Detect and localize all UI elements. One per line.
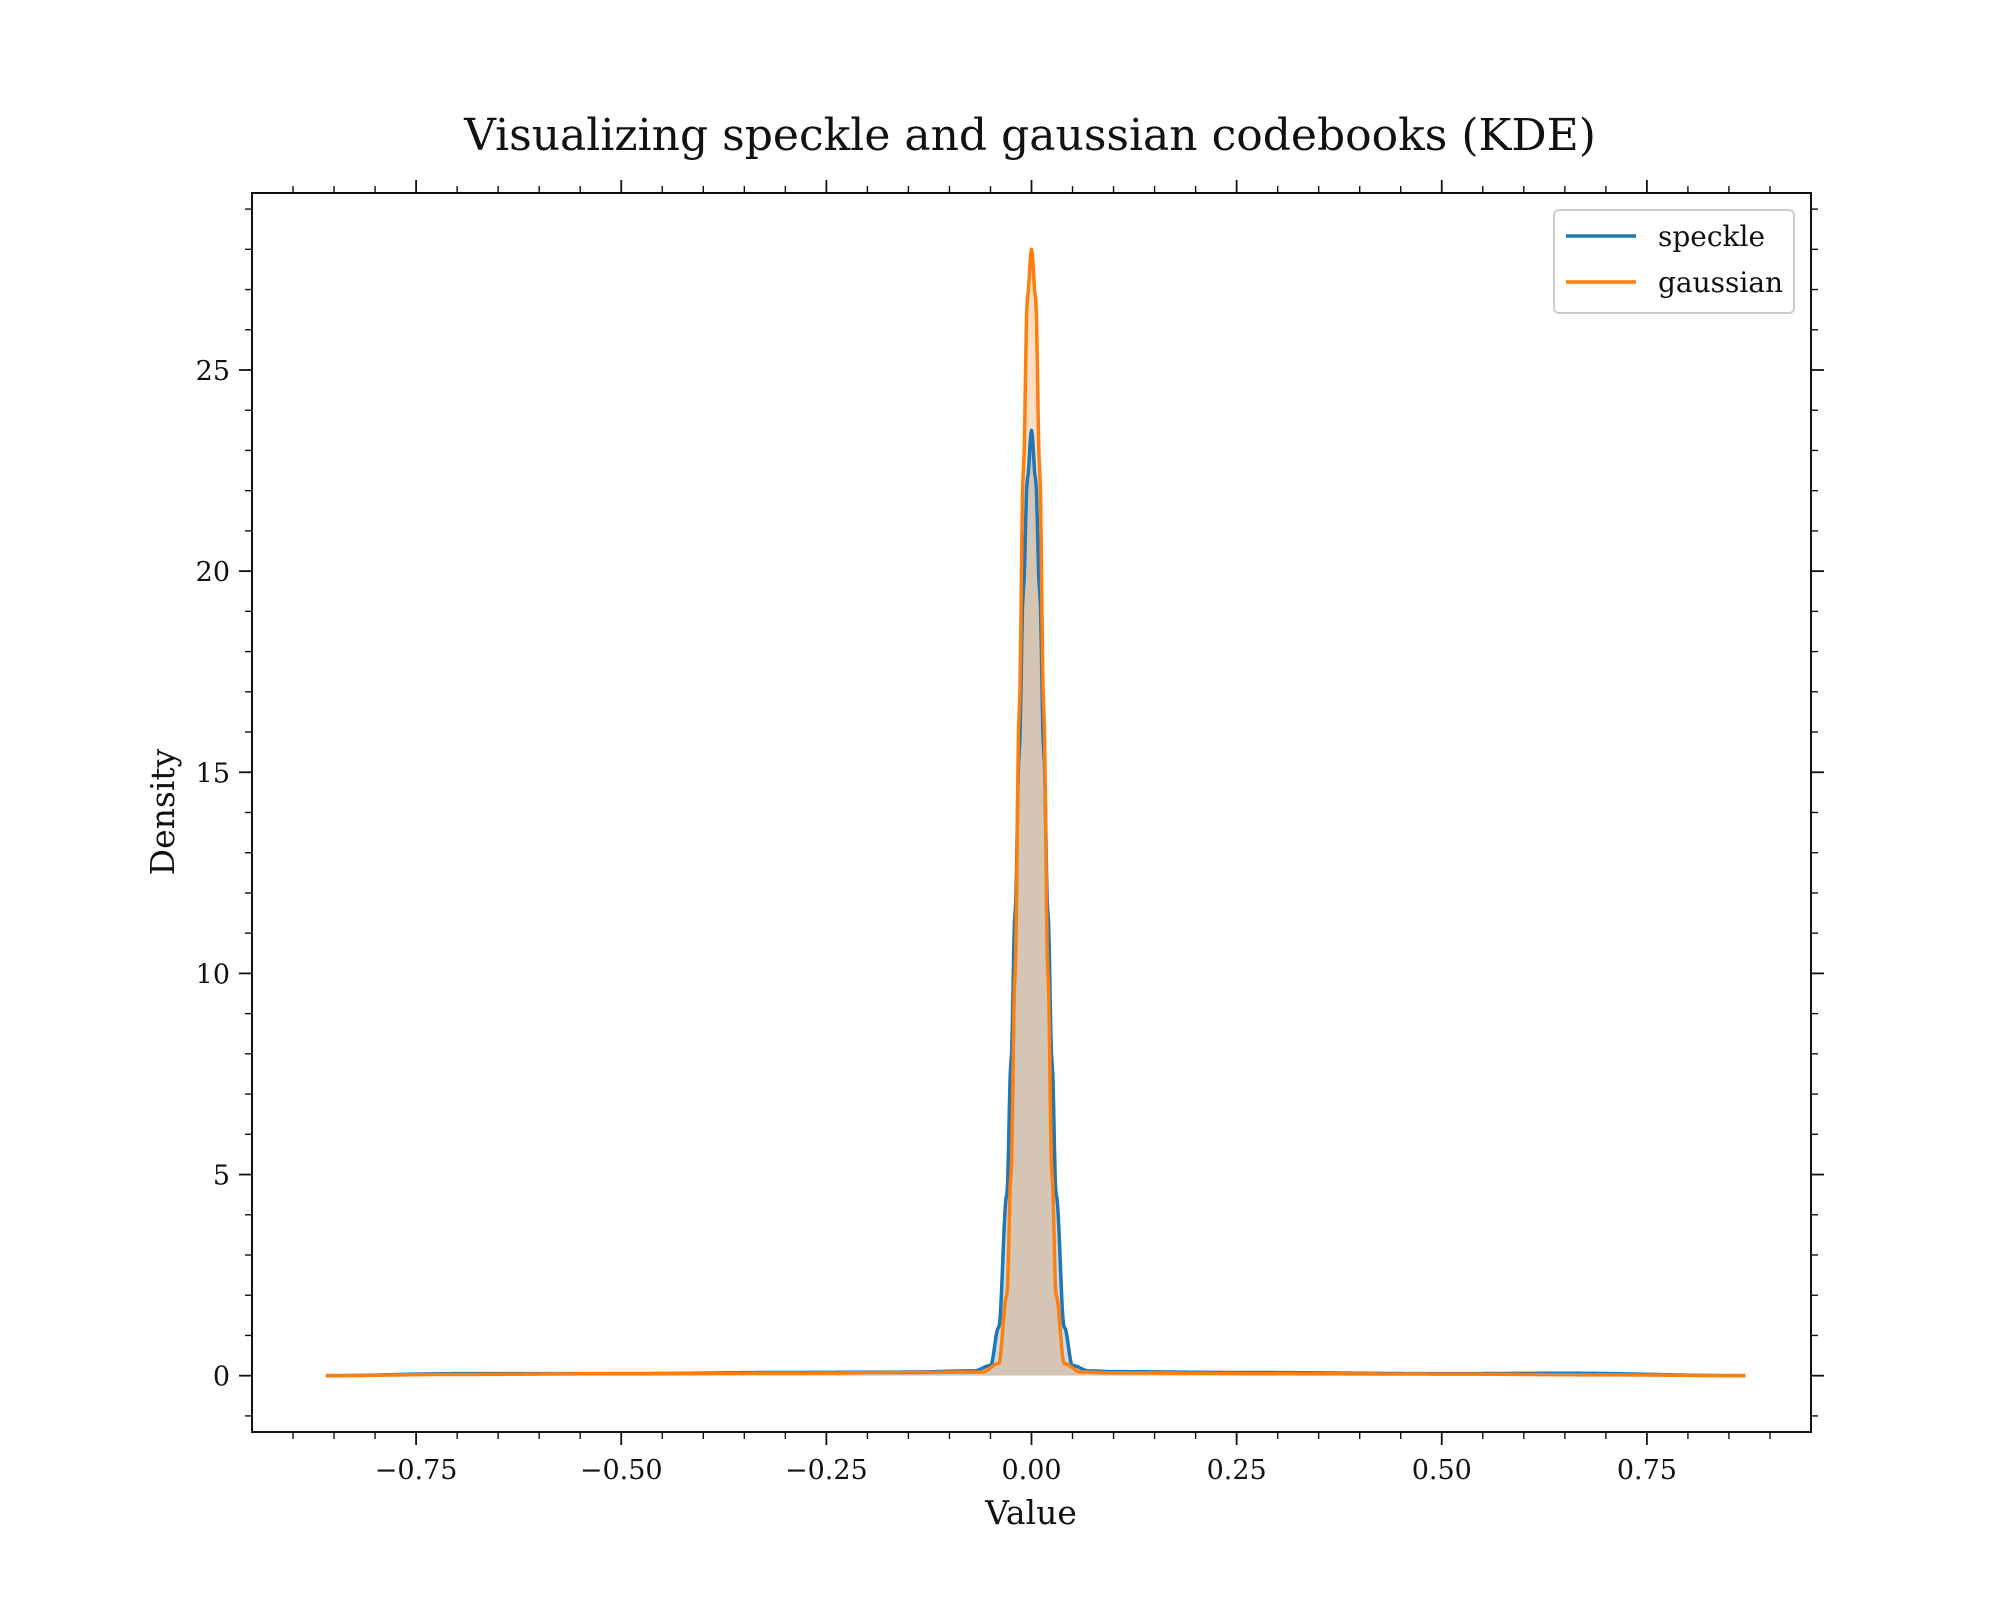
plot-area-frame <box>251 192 1812 1433</box>
x-tick-label: −0.50 <box>580 1455 663 1486</box>
x-tick-label: 0.00 <box>1001 1455 1061 1486</box>
x-tick-label: 0.25 <box>1207 1455 1267 1486</box>
series-fills <box>325 249 1746 1376</box>
series-lines <box>324 247 1747 1378</box>
legend-label-speckle: speckle <box>1658 220 1765 253</box>
y-tick-label: 15 <box>196 758 230 789</box>
x-tick-label: −0.25 <box>785 1455 868 1486</box>
y-tick-label: 20 <box>196 557 230 588</box>
axis-ticks <box>239 180 1824 1445</box>
series-line-gaussian <box>324 247 1747 1378</box>
y-tick-label: 10 <box>196 959 230 990</box>
x-tick-label: −0.75 <box>375 1455 458 1486</box>
y-tick-label: 0 <box>213 1362 230 1393</box>
legend: speckle gaussian <box>1553 209 1795 314</box>
x-axis-label: Value <box>984 1493 1077 1532</box>
legend-label-gaussian: gaussian <box>1658 266 1783 299</box>
y-tick-label: 25 <box>196 356 230 387</box>
area-fill-gaussian <box>325 249 1746 1376</box>
x-tick-label: 0.50 <box>1412 1455 1472 1486</box>
y-axis-label: Density <box>143 748 182 875</box>
area-fill-speckle <box>325 430 1746 1376</box>
chart-title: Visualizing speckle and gaussian codeboo… <box>463 110 1596 161</box>
tick-labels: −0.75 −0.50 −0.25 0.00 0.25 0.50 0.75 0 5 10 15 20 2… <box>196 356 1677 1486</box>
x-tick-label: 0.75 <box>1617 1455 1677 1486</box>
y-tick-label: 5 <box>213 1161 230 1192</box>
